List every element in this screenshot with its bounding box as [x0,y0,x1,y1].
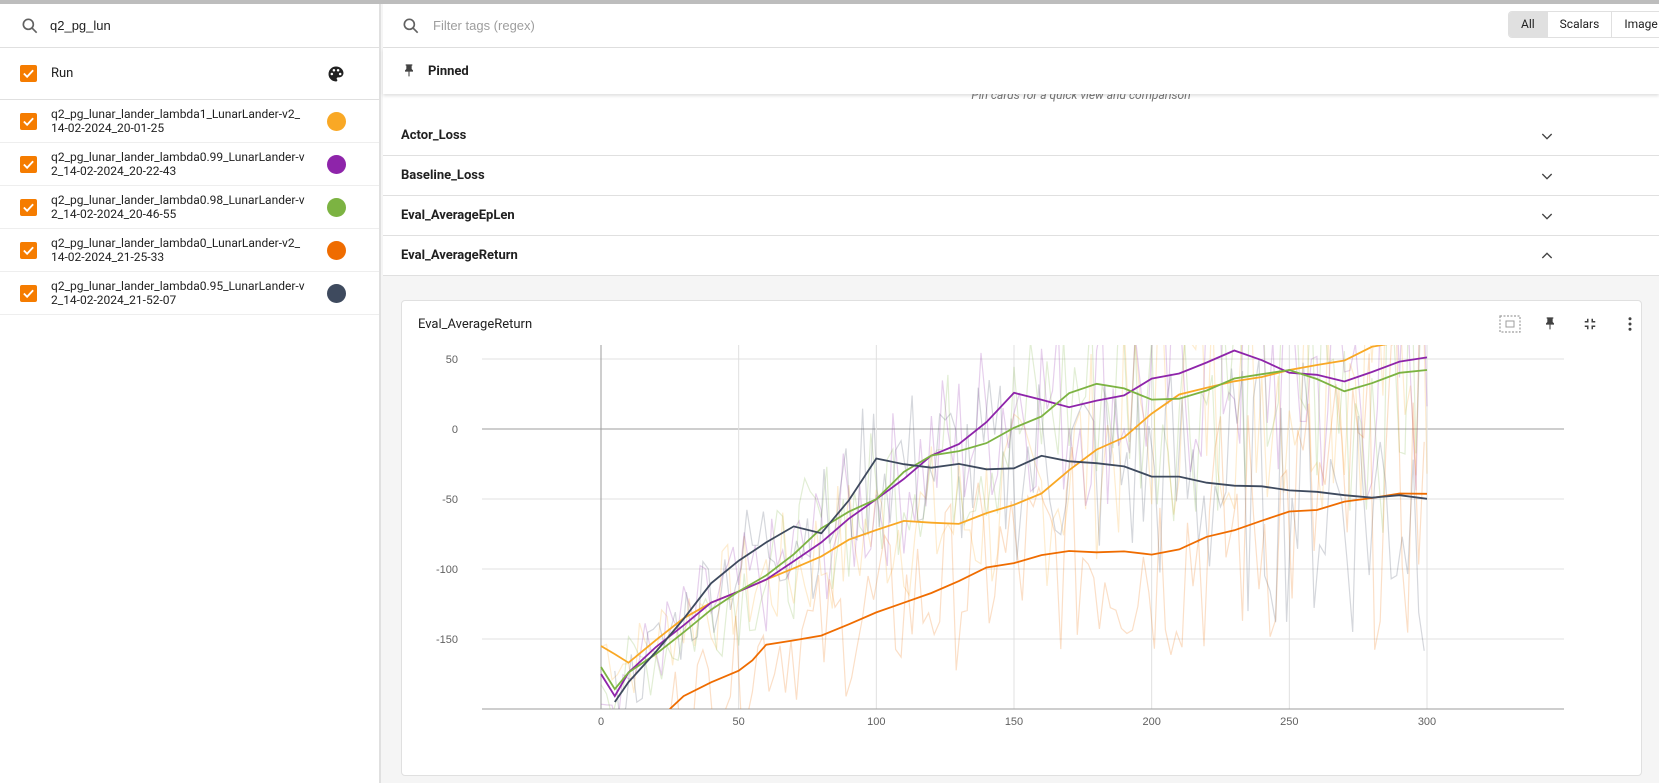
tag-group-header[interactable]: Baseline_Loss [383,156,1659,196]
runs-header-label: Run [51,66,74,81]
run-row[interactable]: q2_pg_lunar_lander_lambda0.98_LunarLande… [0,186,379,229]
line-chart[interactable]: 50 0 -50 -100 -150 0 50 100 150 200 250 300 [402,301,1643,777]
card-type-toggle: All Scalars Image [1508,11,1659,38]
run-name: q2_pg_lunar_lander_lambda0.99_LunarLande… [51,150,305,178]
select-all-checkbox[interactable] [20,65,37,82]
run-name: q2_pg_lunar_lander_lambda0.98_LunarLande… [51,193,305,221]
x-tick-label: 300 [1418,716,1436,728]
fit-domain-icon[interactable] [1499,313,1521,335]
y-tick-label: -150 [436,634,458,646]
run-name: q2_pg_lunar_lander_lambda1_LunarLander-v… [51,107,301,135]
tag-group-header[interactable]: Actor_Loss [383,116,1659,156]
run-color-swatch[interactable] [327,155,346,174]
tag-group-label: Eval_AverageReturn [401,248,518,263]
main-panel: All Scalars Image Pinned Pin cards for a… [383,4,1659,783]
y-tick-label: 50 [446,354,458,366]
chevron-down-icon[interactable] [1539,128,1555,144]
run-checkbox[interactable] [20,155,37,173]
run-color-swatch[interactable] [327,112,346,131]
run-color-swatch[interactable] [327,198,346,217]
raw-series-line [600,345,1421,709]
run-name: q2_pg_lunar_lander_lambda0_LunarLander-v… [51,236,301,264]
tag-group-label: Baseline_Loss [401,168,485,183]
card-actions [1499,313,1641,335]
run-row[interactable]: q2_pg_lunar_lander_lambda0.99_LunarLande… [0,143,379,186]
chevron-down-icon[interactable] [1539,168,1555,184]
x-tick-label: 250 [1280,716,1298,728]
tag-group-label: Eval_AverageEpLen [401,208,515,223]
tag-group-header[interactable]: Eval_AverageReturn [383,236,1659,276]
raw-series-line [600,345,1428,709]
more-options-icon[interactable] [1619,313,1641,335]
search-icon [22,18,38,33]
chart-card: 50 0 -50 -100 -150 0 50 100 150 200 250 300 Eval_Av… [401,300,1642,776]
x-tick-label: 50 [733,716,745,728]
chevron-down-icon[interactable] [1539,208,1555,224]
toggle-scalars[interactable]: Scalars [1548,12,1613,37]
run-row[interactable]: q2_pg_lunar_lander_lambda0_LunarLander-v… [0,229,379,272]
run-row[interactable]: q2_pg_lunar_lander_lambda1_LunarLander-v… [0,100,379,143]
series-line [669,492,1428,709]
run-name: q2_pg_lunar_lander_lambda0.95_LunarLande… [51,279,305,307]
runs-header-row: Run [0,48,379,100]
tag-group-header[interactable]: Eval_AverageEpLen [383,196,1659,236]
y-tick-label: -100 [436,564,458,576]
run-checkbox[interactable] [20,241,37,259]
run-checkbox[interactable] [20,198,37,216]
runs-sidebar: Run q2_pg_lunar_lander_lambda1_LunarLand… [0,4,381,783]
y-tick-label: 0 [452,424,458,436]
tag-filter-input[interactable] [433,18,1033,33]
series-line [614,454,1428,703]
run-checkbox[interactable] [20,284,37,302]
search-icon [403,18,419,33]
palette-icon[interactable] [326,64,346,84]
x-tick-label: 200 [1142,716,1160,728]
raw-series-line [670,345,1425,709]
x-tick-label: 0 [598,716,604,728]
raw-series-line [614,358,1425,709]
toggle-image[interactable]: Image [1612,12,1659,37]
raw-series-line [600,345,1428,694]
run-checkbox[interactable] [20,112,37,130]
pinned-label: Pinned [428,63,469,79]
run-search-bar [0,4,379,48]
run-filter-input[interactable] [50,18,350,33]
y-tick-label: -50 [442,494,458,506]
chevron-up-icon[interactable] [1539,248,1555,264]
run-list: q2_pg_lunar_lander_lambda1_LunarLander-v… [0,100,379,315]
pinned-hint: Pin cards for a quick view and compariso… [383,94,1659,116]
x-tick-label: 100 [867,716,885,728]
run-row[interactable]: q2_pg_lunar_lander_lambda0.95_LunarLande… [0,272,379,315]
run-color-swatch[interactable] [327,284,346,303]
card-title: Eval_AverageReturn [418,317,533,332]
pin-icon [405,64,413,77]
series-line [600,369,1428,691]
tag-filter-toolbar: All Scalars Image [383,4,1659,48]
x-tick-label: 150 [1005,716,1023,728]
top-progress-line [0,0,1659,4]
pinned-section: Pinned [383,48,1659,94]
tag-group-label: Actor_Loss [401,128,467,143]
run-color-swatch[interactable] [327,241,346,260]
collapse-card-icon[interactable] [1579,313,1601,335]
pin-card-icon[interactable] [1539,313,1561,335]
toggle-all[interactable]: All [1509,12,1548,37]
